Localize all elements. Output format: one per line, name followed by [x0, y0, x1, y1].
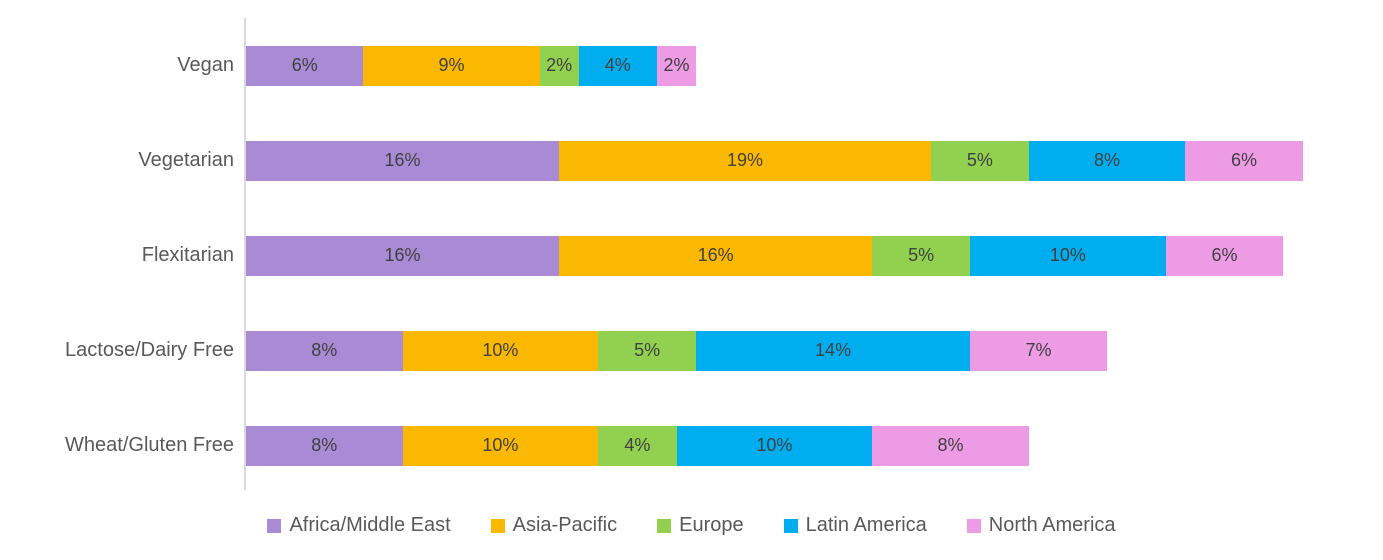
data-label: 8% — [311, 435, 338, 455]
data-label: 16% — [384, 150, 421, 170]
category-label: Vegan — [177, 54, 234, 76]
data-label: 10% — [756, 435, 793, 455]
data-label: 9% — [438, 55, 465, 75]
legend-swatch — [783, 518, 798, 533]
bar-segment: 8% — [872, 425, 1029, 466]
category-label: Wheat/Gluten Free — [65, 434, 234, 456]
bar-segment: 10% — [402, 330, 599, 371]
legend-label: Europe — [679, 514, 744, 536]
bar-track: 8% 10% 5% 14% 7% — [246, 330, 1108, 371]
bar-track: 16% 16% 5% 10% 6% — [246, 235, 1284, 276]
bar-segment: 6% — [1185, 140, 1303, 181]
data-label: 6% — [1231, 150, 1258, 170]
bar-segment: 9% — [363, 45, 540, 86]
bar-segment: 16% — [559, 235, 873, 276]
data-label: 4% — [624, 435, 651, 455]
chart-row: Vegan 6% 9% 2% 4% 2% — [0, 18, 1383, 113]
data-label: 8% — [1094, 150, 1121, 170]
legend-swatch — [267, 518, 282, 533]
data-label: 6% — [1211, 245, 1238, 265]
chart-row: Wheat/Gluten Free 8% 10% 4% 10% 8% — [0, 398, 1383, 493]
legend-item: North America — [966, 514, 1116, 537]
legend-swatch — [966, 518, 981, 533]
data-label: 19% — [727, 150, 764, 170]
data-label: 6% — [291, 55, 318, 75]
bar-track: 16% 19% 5% 8% 6% — [246, 140, 1303, 181]
bar-segment: 10% — [676, 425, 873, 466]
data-label: 2% — [546, 55, 573, 75]
bar-segment: 19% — [559, 140, 931, 181]
category-label: Lactose/Dairy Free — [65, 339, 234, 361]
bar-segment: 8% — [1028, 140, 1186, 181]
bar-segment: 4% — [578, 45, 657, 86]
bar-segment: 4% — [598, 425, 677, 466]
legend-swatch — [490, 518, 505, 533]
chart-row: Vegetarian 16% 19% 5% 8% 6% — [0, 113, 1383, 208]
data-label: 5% — [634, 340, 661, 360]
bar-segment: 5% — [872, 235, 971, 276]
bar-segment: 14% — [696, 330, 971, 371]
bar-segment: 10% — [970, 235, 1166, 276]
chart-row: Lactose/Dairy Free 8% 10% 5% 14% 7% — [0, 303, 1383, 398]
bar-segment: 16% — [246, 235, 560, 276]
data-label: 8% — [311, 340, 338, 360]
bar-segment: 10% — [402, 425, 599, 466]
bar-segment: 6% — [1165, 235, 1284, 276]
legend-item: Latin America — [783, 514, 927, 537]
data-label: 14% — [815, 340, 852, 360]
y-axis-line — [244, 18, 246, 490]
bar-track: 8% 10% 4% 10% 8% — [246, 425, 1029, 466]
bar-segment: 8% — [246, 330, 403, 371]
legend-label: North America — [988, 514, 1116, 536]
data-label: 8% — [937, 435, 964, 455]
bar-segment: 5% — [598, 330, 697, 371]
bar-segment: 7% — [970, 330, 1108, 371]
data-label: 10% — [482, 340, 519, 360]
plot-area: Vegan 6% 9% 2% 4% 2% Vegetarian 16% 19% 5% 8% 6% Fle… — [0, 18, 1383, 493]
legend-item: Europe — [657, 514, 744, 537]
bar-segment: 6% — [246, 45, 364, 86]
data-label: 16% — [384, 245, 421, 265]
legend-item: Asia-Pacific — [490, 514, 618, 537]
bar-segment: 5% — [930, 140, 1029, 181]
bar-track: 6% 9% 2% 4% 2% — [246, 45, 697, 86]
legend-label: Asia-Pacific — [512, 514, 618, 536]
legend-label: Latin America — [805, 514, 927, 536]
category-label: Flexitarian — [141, 244, 234, 266]
chart-row: Flexitarian 16% 16% 5% 10% 6% — [0, 208, 1383, 303]
legend-swatch — [657, 518, 672, 533]
data-label: 5% — [908, 245, 935, 265]
data-label: 10% — [482, 435, 519, 455]
legend: Africa/Middle East Asia-Pacific Europe Lati… — [0, 514, 1383, 537]
data-label: 2% — [663, 55, 690, 75]
bar-segment: 2% — [539, 45, 579, 86]
category-label: Vegetarian — [138, 149, 234, 171]
bar-segment: 16% — [246, 140, 560, 181]
bar-segment: 8% — [246, 425, 403, 466]
legend-item: Africa/Middle East — [267, 514, 451, 537]
data-label: 4% — [604, 55, 631, 75]
bar-segment: 2% — [656, 45, 697, 86]
data-label: 5% — [966, 150, 993, 170]
data-label: 16% — [697, 245, 734, 265]
data-label: 7% — [1025, 340, 1052, 360]
legend-label: Africa/Middle East — [289, 514, 451, 536]
data-label: 10% — [1049, 245, 1086, 265]
